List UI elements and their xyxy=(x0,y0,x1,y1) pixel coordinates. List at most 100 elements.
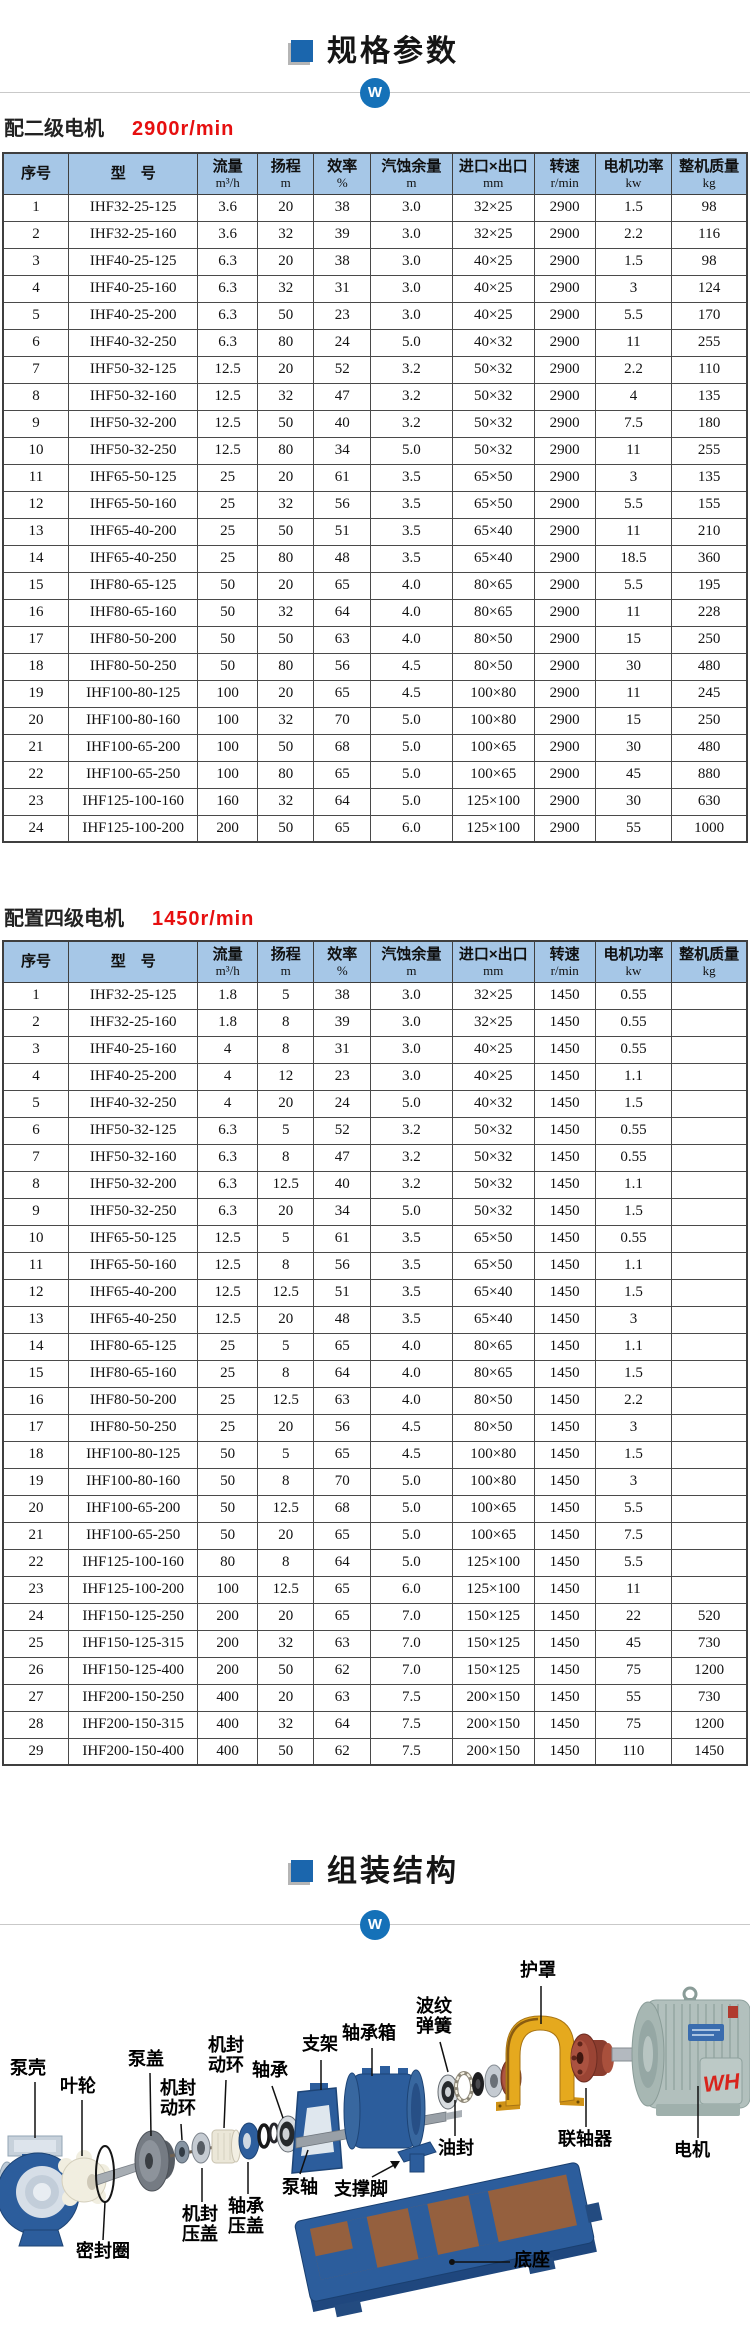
spec-row: 15 IHF80-65-125 50 20 65 4.0 80×65 2900 5.5 195 xyxy=(2,571,748,600)
spec-cell: 0.55 xyxy=(594,981,673,1010)
spec-cell: 62 xyxy=(313,1656,371,1685)
spec-cell: IHF32-25-125 xyxy=(67,193,199,222)
spec-cell: 40×32 xyxy=(451,328,535,357)
spec-cell: 28 xyxy=(2,1710,69,1739)
spec-cell: 2900 xyxy=(533,571,596,600)
spec-cell: 5 xyxy=(256,1440,315,1469)
spec-cell: 40×32 xyxy=(451,1089,535,1118)
spec-cell: 3.0 xyxy=(370,301,453,330)
spec-cell: 20 xyxy=(256,193,315,222)
spec-cell: 5.0 xyxy=(370,1521,453,1550)
spec-cell: IHF80-50-200 xyxy=(67,1386,199,1415)
spec-cell: 32×25 xyxy=(451,193,535,222)
spec-cell: 40 xyxy=(313,1170,371,1199)
spec-cell: IHF65-40-250 xyxy=(67,544,199,573)
spec-cell: 2900 xyxy=(533,652,596,681)
spec-section-title: 规格参数 xyxy=(0,26,750,70)
spec-row: 23 IHF125-100-200 100 12.5 65 6.0 125×100 1450 1… xyxy=(2,1575,748,1604)
spec-cell: 32 xyxy=(256,706,315,735)
spec-cell: 100 xyxy=(197,1575,258,1604)
spec-cell: 1200 xyxy=(671,1710,748,1739)
part-label-wave-spring: 波纹弹簧 xyxy=(416,1996,452,2037)
spec-row: 9 IHF50-32-200 12.5 50 40 3.2 50×32 2900 7.5 180 xyxy=(2,409,748,438)
spec-cell: 0.55 xyxy=(594,1008,673,1037)
divider-bottom: W xyxy=(0,1910,750,1940)
seal-gland-part xyxy=(191,2132,211,2164)
spec-cell: 1450 xyxy=(533,1683,596,1712)
spec-cell: 2900 xyxy=(533,247,596,276)
spec-cell: 52 xyxy=(313,1116,371,1145)
spec-row: 16 IHF80-65-160 50 32 64 4.0 80×65 2900 11 228 xyxy=(2,598,748,627)
spec-cell: 200 xyxy=(197,1656,258,1685)
spec-cell: 100 xyxy=(197,706,258,735)
spec-row: 26 IHF150-125-400 200 50 62 7.0 150×125 1450 75 1… xyxy=(2,1656,748,1685)
part-label-seal-gland: 机封压盖 xyxy=(182,2204,218,2245)
spec-cell: 80 xyxy=(197,1548,258,1577)
coupling-part xyxy=(570,2033,614,2083)
spec-row: 6 IHF50-32-125 6.3 5 52 3.2 50×32 1450 0.55 xyxy=(2,1116,748,1145)
spec-row: 15 IHF80-65-160 25 8 64 4.0 80×65 1450 1.5 xyxy=(2,1359,748,1388)
spec-cell: 116 xyxy=(671,220,748,249)
spec-cell: 3.2 xyxy=(370,1116,453,1145)
part-label-base: 底座 xyxy=(514,2250,550,2270)
spec-cell: 24 xyxy=(2,814,69,843)
spec-cell: 1.5 xyxy=(594,1440,673,1469)
spec-cell: 1450 xyxy=(533,1035,596,1064)
spec-row: 7 IHF50-32-160 6.3 8 47 3.2 50×32 1450 0.55 xyxy=(2,1143,748,1172)
spec-cell: 32 xyxy=(256,1710,315,1739)
spec-row: 17 IHF80-50-250 25 20 56 4.5 80×50 1450 3 xyxy=(2,1413,748,1442)
spec-row: 6 IHF40-32-250 6.3 80 24 5.0 40×32 2900 11 255 xyxy=(2,328,748,357)
spec-cell: 1450 xyxy=(533,1386,596,1415)
spec-row: 21 IHF100-65-250 50 20 65 5.0 100×65 1450 7.5 xyxy=(2,1521,748,1550)
spec-cell: 40×25 xyxy=(451,247,535,276)
spec-cell: 63 xyxy=(313,1683,371,1712)
spec-cell: 50×32 xyxy=(451,1197,535,1226)
part-label-oil-seal: 油封 xyxy=(438,2138,474,2158)
spec-cell: 20 xyxy=(256,571,315,600)
spec-row: 5 IHF40-25-200 6.3 50 23 3.0 40×25 2900 5.5 170 xyxy=(2,301,748,330)
spec-cell: 15 xyxy=(594,706,673,735)
spec-cell: IHF50-32-125 xyxy=(67,355,199,384)
spec-row: 1 IHF32-25-125 1.8 5 38 3.0 32×25 1450 0.55 xyxy=(2,981,748,1010)
spec-row: 29 IHF200-150-400 400 50 62 7.5 200×150 1450 110… xyxy=(2,1737,748,1766)
part-label-pump-shaft: 泵轴 xyxy=(282,2177,318,2197)
section-two-pole-label: 配二级电机 2900r/min xyxy=(4,112,234,141)
spec-table-1450: 序号型 号流量 m³/h 扬程 m 效率% 汽蚀余量 m 进口×出口 mm 转速 r/min 电机功率… xyxy=(2,940,748,1766)
title-square-icon xyxy=(291,1860,313,1882)
assembly-title-text: 组装结构 xyxy=(327,1855,459,1888)
spec-cell: 1 xyxy=(2,981,69,1010)
spec-cell: 63 xyxy=(313,1629,371,1658)
spec-cell: 20 xyxy=(256,1602,315,1631)
spec-cell xyxy=(671,1035,748,1064)
spec-cell: 1450 xyxy=(533,1548,596,1577)
spec-cell: IHF65-40-200 xyxy=(67,1278,199,1307)
spec-cell: 12.5 xyxy=(197,355,258,384)
spec-cell: IHF80-50-200 xyxy=(67,625,199,654)
spec-cell: 100×65 xyxy=(451,760,535,789)
spec-cell: 7.5 xyxy=(594,409,673,438)
spec-cell: 124 xyxy=(671,274,748,303)
spec-cell: IHF200-150-315 xyxy=(67,1710,199,1739)
spec-cell: 7 xyxy=(2,1143,69,1172)
spec-cell: 100×80 xyxy=(451,1440,535,1469)
spec-cell: 5.5 xyxy=(594,301,673,330)
spec-cell: 0.55 xyxy=(594,1116,673,1145)
spec-cell: 2900 xyxy=(533,760,596,789)
spec-title-text: 规格参数 xyxy=(327,35,459,68)
spec-cell: 2900 xyxy=(533,274,596,303)
four-pole-speed: 1450r/min xyxy=(152,908,255,930)
spec-cell: 25 xyxy=(197,1386,258,1415)
spec-cell: 20 xyxy=(256,1413,315,1442)
spec-cell: 8 xyxy=(2,1170,69,1199)
spec-cell: 2.2 xyxy=(594,355,673,384)
spec-cell: 12.5 xyxy=(256,1386,315,1415)
spec-cell: IHF65-40-250 xyxy=(67,1305,199,1334)
spec-cell: 80×50 xyxy=(451,1413,535,1442)
spec-cell: 100×65 xyxy=(451,1521,535,1550)
spec-cell: 45 xyxy=(594,1629,673,1658)
spec-cell: 3.0 xyxy=(370,220,453,249)
spec-row: 2 IHF32-25-160 1.8 8 39 3.0 32×25 1450 0.55 xyxy=(2,1008,748,1037)
spec-cell: 1 xyxy=(2,193,69,222)
spec-cell: IHF80-65-125 xyxy=(67,1332,199,1361)
spec-cell: 7.0 xyxy=(370,1602,453,1631)
